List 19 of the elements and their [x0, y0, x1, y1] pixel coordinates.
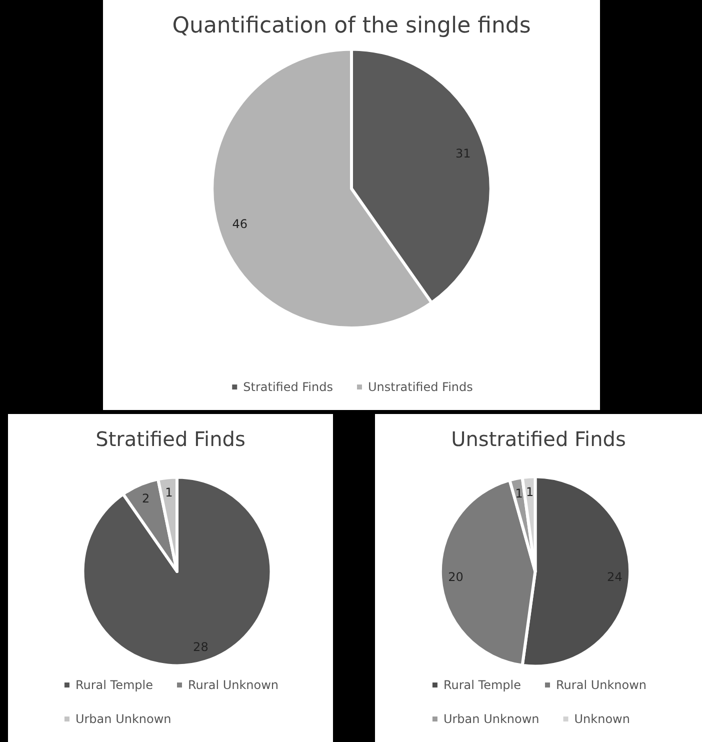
data-label: 20 [448, 570, 464, 584]
data-label: 31 [456, 146, 471, 160]
data-label: 1 [165, 486, 173, 500]
legend-label: Rural Temple [443, 678, 522, 692]
legend-label: Unknown [574, 712, 630, 726]
legend-label: Rural Unknown [188, 678, 279, 692]
data-label: 1 [515, 486, 523, 500]
chart-title: Stratified Finds [96, 427, 246, 451]
legend-label: Stratified Finds [243, 380, 333, 394]
legend-label: Rural Temple [75, 678, 154, 692]
legend-label: Urban Unknown [443, 712, 540, 726]
data-label: 46 [232, 216, 248, 231]
chart-title: Unstratified Finds [451, 427, 626, 451]
legend-label: Urban Unknown [75, 712, 172, 726]
chart-title: Quantification of the single finds [172, 14, 531, 38]
legend-label: Unstratified Finds [368, 380, 473, 394]
data-label: 2 [142, 492, 150, 506]
data-label: 1 [526, 484, 534, 499]
legend-label: Rural Unknown [556, 678, 647, 692]
